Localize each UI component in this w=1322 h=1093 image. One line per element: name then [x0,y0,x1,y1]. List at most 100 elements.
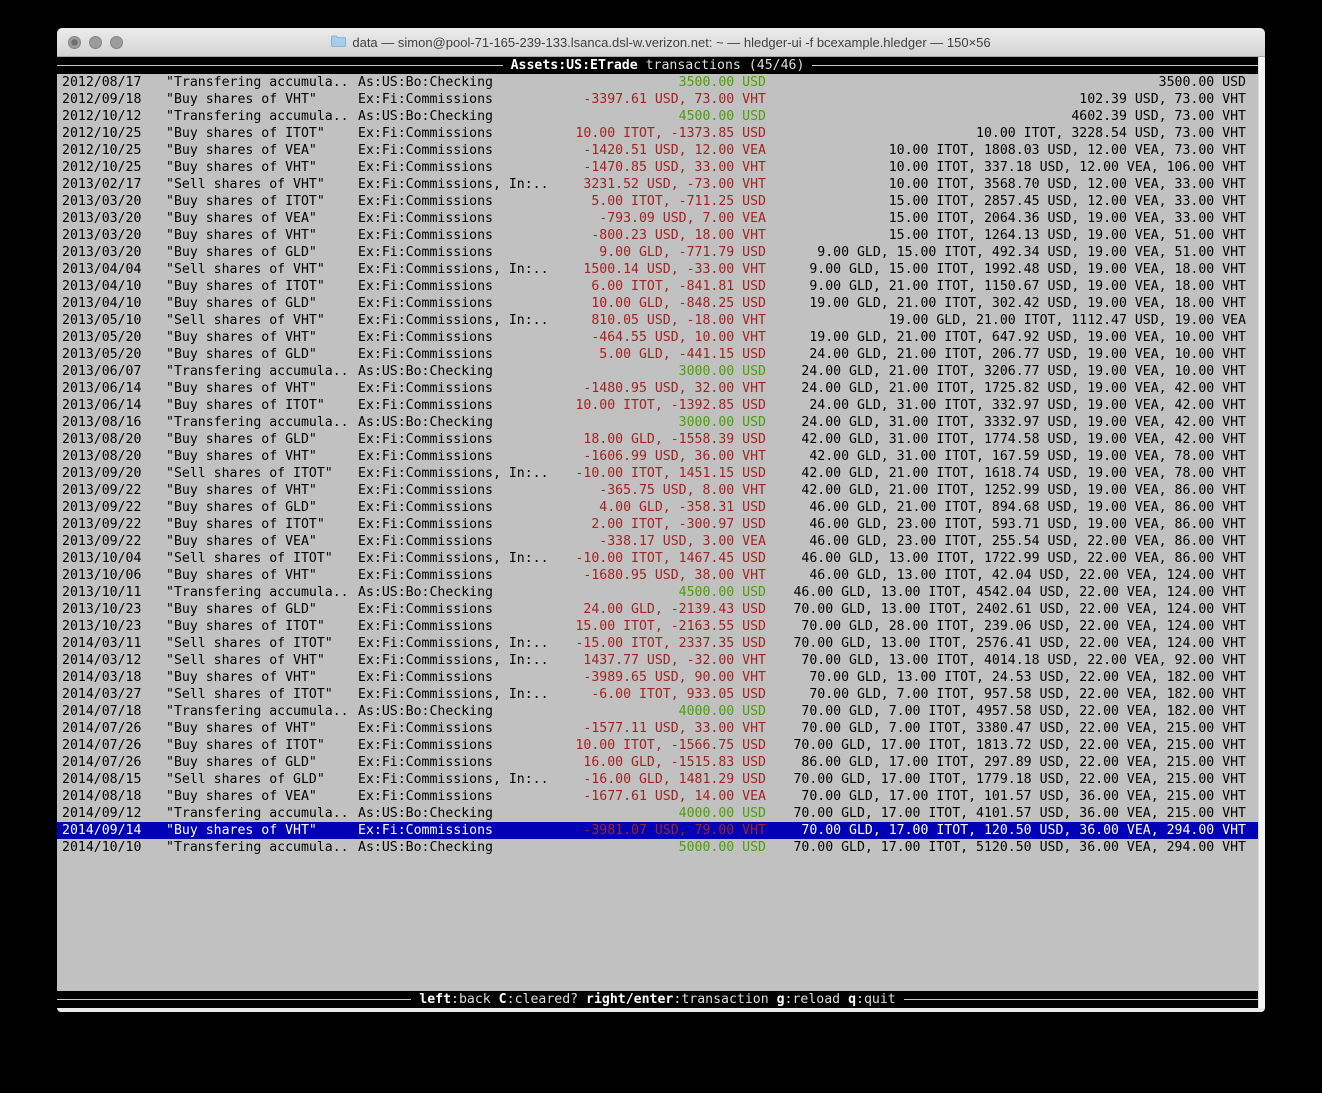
transaction-row[interactable]: 2012/09/18 "Buy shares of VHT" Ex:Fi:Com… [57,91,1258,108]
transaction-row[interactable]: 2013/06/14 "Buy shares of ITOT" Ex:Fi:Co… [57,397,1258,414]
transaction-amount: -15.00 ITOT, 2337.35 USD [575,636,766,651]
transaction-row[interactable]: 2013/04/10 "Buy shares of ITOT" Ex:Fi:Co… [57,278,1258,295]
transaction-row[interactable]: 2012/10/12 "Transfering accumula.. As:US… [57,108,1258,125]
close-button[interactable] [68,36,81,49]
transaction-row[interactable]: 2013/02/17 "Sell shares of VHT" Ex:Fi:Co… [57,176,1258,193]
transaction-row[interactable]: 2012/08/17 "Transfering accumula.. As:US… [57,74,1258,91]
transaction-row[interactable]: 2013/08/20 "Buy shares of GLD" Ex:Fi:Com… [57,431,1258,448]
transaction-description: "Buy shares of ITOT" [166,738,325,753]
transaction-row[interactable]: 2013/05/10 "Sell shares of VHT" Ex:Fi:Co… [57,312,1258,329]
transaction-date: 2013/03/20 [62,228,142,243]
transaction-date: 2013/10/11 [62,585,142,600]
header-rest: transactions (45/46) [637,58,805,73]
transaction-balance: 24.00 GLD, 31.00 ITOT, 332.97 USD, 19.00… [809,398,1246,413]
transaction-row[interactable]: 2013/04/04 "Sell shares of VHT" Ex:Fi:Co… [57,261,1258,278]
transaction-row[interactable]: 2013/09/20 "Sell shares of ITOT" Ex:Fi:C… [57,465,1258,482]
transaction-row[interactable]: 2014/07/18 "Transfering accumula.. As:US… [57,703,1258,720]
transaction-row[interactable]: 2013/06/14 "Buy shares of VHT" Ex:Fi:Com… [57,380,1258,397]
transaction-balance: 70.00 GLD, 13.00 ITOT, 2576.41 USD, 22.0… [793,636,1246,651]
transaction-accounts: Ex:Fi:Commissions, In:.. [358,636,549,651]
transaction-description: "Transfering accumula.. [166,806,349,821]
transaction-balance: 24.00 GLD, 21.00 ITOT, 3206.77 USD, 19.0… [801,364,1246,379]
footer-key: q [848,992,857,1007]
transaction-amount: 9.00 GLD, -771.79 USD [599,245,766,260]
transaction-description: "Transfering accumula.. [166,364,349,379]
transaction-description: "Buy shares of GLD" [166,245,317,260]
transaction-amount: 10.00 ITOT, -1373.85 USD [575,126,766,141]
transaction-row[interactable]: 2012/10/25 "Buy shares of VEA" Ex:Fi:Com… [57,142,1258,159]
transaction-date: 2012/09/18 [62,92,142,107]
transaction-row[interactable]: 2013/04/10 "Buy shares of GLD" Ex:Fi:Com… [57,295,1258,312]
transaction-row[interactable]: 2013/03/20 "Buy shares of VEA" Ex:Fi:Com… [57,210,1258,227]
transaction-amount: 16.00 GLD, -1515.83 USD [583,755,766,770]
transaction-amount: -1677.61 USD, 14.00 VEA [583,789,766,804]
transaction-row[interactable]: 2014/07/26 "Buy shares of ITOT" Ex:Fi:Co… [57,737,1258,754]
zoom-button[interactable] [110,36,123,49]
transaction-row[interactable]: 2014/09/14 "Buy shares of VHT" Ex:Fi:Com… [57,822,1258,839]
transaction-row[interactable]: 2013/09/22 "Buy shares of VEA" Ex:Fi:Com… [57,533,1258,550]
transaction-description: "Buy shares of GLD" [166,602,317,617]
transaction-amount: 15.00 ITOT, -2163.55 USD [575,619,766,634]
help-footer-bar: left:back C:cleared? right/enter:transac… [57,991,1258,1008]
transaction-row[interactable]: 2013/10/23 "Buy shares of GLD" Ex:Fi:Com… [57,601,1258,618]
transaction-row[interactable]: 2013/09/22 "Buy shares of GLD" Ex:Fi:Com… [57,499,1258,516]
transaction-balance: 46.00 GLD, 23.00 ITOT, 593.71 USD, 19.00… [809,517,1246,532]
transaction-amount: -16.00 GLD, 1481.29 USD [583,772,766,787]
transaction-amount: -1577.11 USD, 33.00 VHT [583,721,766,736]
transaction-row[interactable]: 2013/03/20 "Buy shares of ITOT" Ex:Fi:Co… [57,193,1258,210]
transaction-accounts: As:US:Bo:Checking [358,585,493,600]
transaction-row[interactable]: 2013/03/20 "Buy shares of VHT" Ex:Fi:Com… [57,227,1258,244]
transaction-row[interactable]: 2013/10/06 "Buy shares of VHT" Ex:Fi:Com… [57,567,1258,584]
transaction-accounts: Ex:Fi:Commissions [358,738,493,753]
transaction-row[interactable]: 2014/03/12 "Sell shares of VHT" Ex:Fi:Co… [57,652,1258,669]
transaction-row[interactable]: 2013/10/04 "Sell shares of ITOT" Ex:Fi:C… [57,550,1258,567]
transaction-description: "Buy shares of VHT" [166,330,317,345]
transaction-row[interactable]: 2014/03/18 "Buy shares of VHT" Ex:Fi:Com… [57,669,1258,686]
transaction-balance: 46.00 GLD, 21.00 ITOT, 894.68 USD, 19.00… [809,500,1246,515]
transaction-row[interactable]: 2014/07/26 "Buy shares of VHT" Ex:Fi:Com… [57,720,1258,737]
transaction-accounts: Ex:Fi:Commissions [358,602,493,617]
transaction-accounts: As:US:Bo:Checking [358,75,493,90]
transaction-accounts: Ex:Fi:Commissions [358,721,493,736]
transaction-accounts: As:US:Bo:Checking [358,840,493,855]
transaction-row[interactable]: 2013/09/22 "Buy shares of ITOT" Ex:Fi:Co… [57,516,1258,533]
transaction-amount: -1470.85 USD, 33.00 VHT [583,160,766,175]
transaction-description: "Transfering accumula.. [166,109,349,124]
transaction-amount: 810.05 USD, -18.00 VHT [591,313,766,328]
transaction-balance: 9.00 GLD, 15.00 ITOT, 492.34 USD, 19.00 … [817,245,1246,260]
transaction-balance: 10.00 ITOT, 3228.54 USD, 73.00 VHT [976,126,1246,141]
footer-key-description: :reload [784,992,849,1007]
transaction-amount: -1680.95 USD, 38.00 VHT [583,568,766,583]
transaction-row[interactable]: 2012/10/25 "Buy shares of ITOT" Ex:Fi:Co… [57,125,1258,142]
scrollbar[interactable] [1258,57,1265,1008]
transaction-row[interactable]: 2014/03/27 "Sell shares of ITOT" Ex:Fi:C… [57,686,1258,703]
transaction-date: 2013/05/10 [62,313,142,328]
transaction-row[interactable]: 2013/08/20 "Buy shares of VHT" Ex:Fi:Com… [57,448,1258,465]
transaction-amount: 4500.00 USD [678,109,766,124]
transaction-accounts: Ex:Fi:Commissions [358,194,493,209]
transaction-amount: 3000.00 USD [678,415,766,430]
transaction-row[interactable]: 2014/09/12 "Transfering accumula.. As:US… [57,805,1258,822]
transaction-balance: 70.00 GLD, 17.00 ITOT, 4101.57 USD, 36.0… [793,806,1246,821]
transaction-accounts: Ex:Fi:Commissions [358,449,493,464]
transaction-row[interactable]: 2013/05/20 "Buy shares of VHT" Ex:Fi:Com… [57,329,1258,346]
transaction-date: 2013/10/04 [62,551,142,566]
transaction-row[interactable]: 2013/06/07 "Transfering accumula.. As:US… [57,363,1258,380]
transaction-accounts: As:US:Bo:Checking [358,364,493,379]
transaction-row[interactable]: 2014/08/18 "Buy shares of VEA" Ex:Fi:Com… [57,788,1258,805]
transaction-balance: 10.00 ITOT, 3568.70 USD, 12.00 VEA, 33.0… [888,177,1246,192]
window-titlebar[interactable]: data — simon@pool-71-165-239-133.lsanca.… [57,28,1265,57]
transaction-row[interactable]: 2014/10/10 "Transfering accumula.. As:US… [57,839,1258,856]
transaction-row[interactable]: 2014/08/15 "Sell shares of GLD" Ex:Fi:Co… [57,771,1258,788]
minimize-button[interactable] [89,36,102,49]
transaction-row[interactable]: 2013/09/22 "Buy shares of VHT" Ex:Fi:Com… [57,482,1258,499]
transaction-row[interactable]: 2013/10/11 "Transfering accumula.. As:US… [57,584,1258,601]
transaction-row[interactable]: 2013/05/20 "Buy shares of GLD" Ex:Fi:Com… [57,346,1258,363]
transaction-row[interactable]: 2014/07/26 "Buy shares of GLD" Ex:Fi:Com… [57,754,1258,771]
transaction-row[interactable]: 2013/03/20 "Buy shares of GLD" Ex:Fi:Com… [57,244,1258,261]
transaction-row[interactable]: 2012/10/25 "Buy shares of VHT" Ex:Fi:Com… [57,159,1258,176]
transaction-row[interactable]: 2013/08/16 "Transfering accumula.. As:US… [57,414,1258,431]
transaction-date: 2012/10/25 [62,126,142,141]
transaction-row[interactable]: 2014/03/11 "Sell shares of ITOT" Ex:Fi:C… [57,635,1258,652]
transaction-row[interactable]: 2013/10/23 "Buy shares of ITOT" Ex:Fi:Co… [57,618,1258,635]
